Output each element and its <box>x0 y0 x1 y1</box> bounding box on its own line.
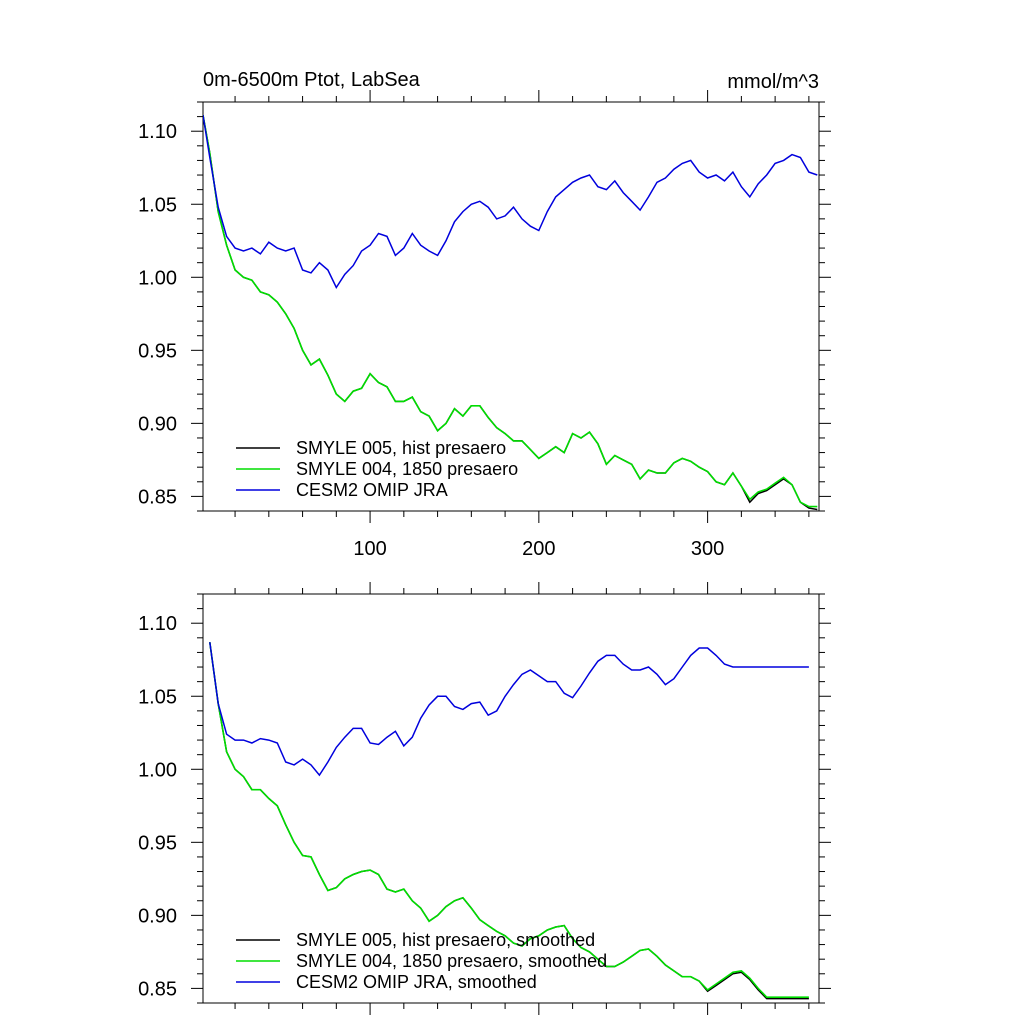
x-tick-label: 200 <box>522 538 555 560</box>
y-tick-label: 0.95 <box>138 340 177 362</box>
y-tick-label: 1.10 <box>138 121 177 143</box>
y-tick-label: 0.90 <box>138 905 177 927</box>
legend-label: SMYLE 004, 1850 presaero, smoothed <box>296 951 607 971</box>
legend-label: SMYLE 005, hist presaero, smoothed <box>296 930 595 950</box>
panel-title-left: 0m-6500m Ptot, LabSea <box>203 69 421 91</box>
x-tick-label: 300 <box>691 538 724 560</box>
y-tick-label: 1.05 <box>138 194 177 216</box>
top-panel: 0.85 0.90 0.95 1.00 1.05 1.10 100 200 300 SMYLE 0… <box>138 90 831 560</box>
y-tick-label: 1.05 <box>138 686 177 708</box>
series-line-2 <box>209 642 809 777</box>
x-tick-label: 100 <box>353 538 386 560</box>
legend-label: SMYLE 005, hist presaero <box>296 438 506 458</box>
series-line-1 <box>209 642 809 998</box>
legend-label: SMYLE 004, 1850 presaero <box>296 459 518 479</box>
y-tick-label: 1.00 <box>138 759 177 781</box>
y-tick-label: 0.95 <box>138 832 177 854</box>
y-tick-label: 1.00 <box>138 267 177 289</box>
series-line-2 <box>203 114 818 290</box>
y-tick-label: 0.90 <box>138 413 177 435</box>
legend-label: CESM2 OMIP JRA <box>296 480 448 500</box>
legend-label: CESM2 OMIP JRA, smoothed <box>296 972 537 992</box>
y-tick-label: 1.10 <box>138 613 177 635</box>
y-tick-label: 0.85 <box>138 486 177 508</box>
series-line-1 <box>203 114 818 508</box>
panel-title-units: mmol/m^3 <box>727 71 819 93</box>
bottom-panel: 0.85 0.90 0.95 1.00 1.05 1.10 SMYLE 005, hist … <box>138 582 831 1015</box>
y-tick-label: 0.85 <box>138 978 177 1000</box>
